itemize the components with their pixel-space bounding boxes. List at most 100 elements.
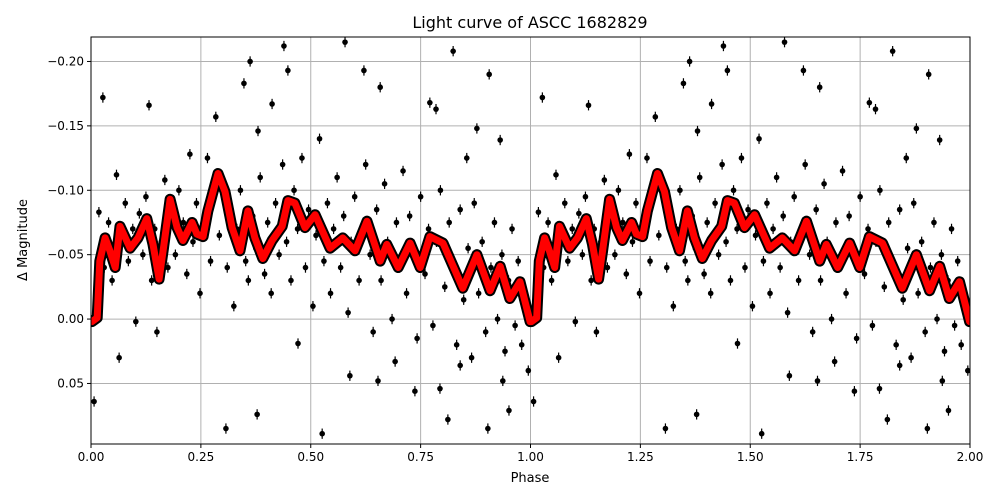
data-point xyxy=(604,264,611,271)
data-point xyxy=(535,209,542,215)
data-point xyxy=(579,251,586,258)
x-tick-label: 2.00 xyxy=(957,450,984,464)
data-point xyxy=(450,48,456,54)
x-tick-label: 0.00 xyxy=(78,450,105,464)
data-point xyxy=(685,277,691,284)
data-point xyxy=(738,155,745,161)
data-point xyxy=(113,172,120,178)
data-point xyxy=(337,264,344,271)
data-point xyxy=(565,258,571,264)
data-point xyxy=(324,200,331,206)
data-point xyxy=(143,193,149,200)
data-point xyxy=(494,316,501,322)
data-point xyxy=(764,200,770,206)
data-point xyxy=(367,251,373,258)
axis-ticks: 0.00 0.25 0.50 0.75 1.00 1.25 1.50 1.75 2.00 −0.2… xyxy=(47,54,983,464)
data-point xyxy=(626,151,633,158)
data-point xyxy=(497,137,503,143)
data-point xyxy=(934,316,940,322)
data-point xyxy=(299,155,305,161)
model-curve xyxy=(91,168,970,328)
data-point xyxy=(375,378,381,384)
data-point xyxy=(777,264,783,271)
data-point xyxy=(663,264,670,271)
data-point xyxy=(223,425,229,432)
data-point xyxy=(670,303,677,309)
data-point xyxy=(457,206,463,213)
data-point xyxy=(154,329,160,335)
data-point xyxy=(727,277,734,284)
data-point xyxy=(694,128,701,134)
data-point xyxy=(316,135,323,142)
y-tick-label: −0.10 xyxy=(47,183,84,197)
data-point xyxy=(148,277,155,284)
data-point xyxy=(908,354,914,361)
data-point xyxy=(146,102,152,109)
data-point xyxy=(330,226,337,232)
data-point xyxy=(866,99,873,106)
data-point xyxy=(915,290,921,297)
data-point xyxy=(445,416,451,423)
data-point xyxy=(512,322,518,329)
data-point xyxy=(414,335,420,342)
data-point xyxy=(889,48,896,54)
data-point xyxy=(588,277,594,284)
x-tick-label: 1.75 xyxy=(847,450,874,464)
data-point xyxy=(791,193,797,200)
data-point xyxy=(839,168,846,174)
y-tick-label: −0.15 xyxy=(47,119,84,133)
data-point xyxy=(696,174,703,181)
data-point xyxy=(261,271,268,277)
data-point xyxy=(279,161,286,168)
data-point xyxy=(615,187,622,194)
data-point xyxy=(136,210,143,217)
data-point xyxy=(193,200,200,206)
data-point xyxy=(723,238,729,245)
data-point xyxy=(730,187,737,194)
data-point xyxy=(786,372,793,379)
data-point xyxy=(742,264,748,271)
data-point xyxy=(633,200,639,206)
data-point xyxy=(851,388,858,394)
data-point xyxy=(255,128,261,134)
data-point xyxy=(548,277,555,284)
data-point xyxy=(680,80,687,87)
data-point xyxy=(362,161,369,168)
data-point xyxy=(224,264,231,271)
data-point xyxy=(499,251,505,258)
data-point xyxy=(515,258,521,264)
data-point xyxy=(425,226,432,232)
data-point xyxy=(881,284,888,290)
data-point xyxy=(724,67,731,74)
data-point xyxy=(400,168,406,174)
data-point xyxy=(816,84,823,91)
data-point xyxy=(180,219,187,226)
data-point xyxy=(749,303,756,309)
data-point xyxy=(910,200,917,206)
data-point xyxy=(813,206,819,213)
data-point xyxy=(417,193,424,200)
data-point xyxy=(351,193,358,200)
data-point xyxy=(795,277,802,284)
data-point xyxy=(342,39,348,45)
x-tick-label: 0.25 xyxy=(188,450,215,464)
data-point xyxy=(393,219,400,226)
data-point xyxy=(876,385,883,392)
data-point xyxy=(828,316,835,322)
data-point xyxy=(693,411,700,418)
data-point xyxy=(767,290,773,297)
data-point xyxy=(285,67,291,74)
data-point xyxy=(340,213,347,219)
data-point xyxy=(896,206,903,213)
data-point xyxy=(903,155,910,161)
data-point xyxy=(381,181,388,187)
data-point xyxy=(865,226,871,232)
data-point xyxy=(545,219,551,226)
data-point xyxy=(843,290,849,297)
data-point xyxy=(958,342,965,348)
data-point xyxy=(319,430,325,437)
data-point xyxy=(457,362,463,369)
x-tick-label: 1.50 xyxy=(737,450,764,464)
data-point xyxy=(247,58,253,65)
data-point xyxy=(619,219,626,226)
